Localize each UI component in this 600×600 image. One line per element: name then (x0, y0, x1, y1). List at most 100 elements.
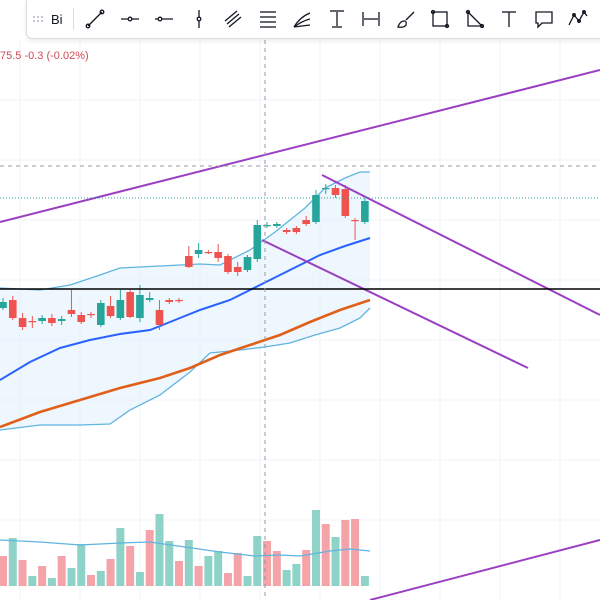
candle-body (361, 201, 369, 222)
volume-bar (96, 571, 105, 586)
toolbar-drag-handle[interactable] (33, 9, 43, 29)
bollinger-lower-line (0, 307, 371, 431)
volume-bar (292, 564, 301, 586)
date-range-tool-button[interactable] (354, 2, 389, 36)
rectangle-tool-button[interactable] (423, 2, 458, 36)
volume-bar (135, 572, 144, 586)
volume-bar (116, 528, 125, 586)
drawing-toolbar: Bi (26, 0, 600, 39)
candle (233, 262, 242, 276)
path-icon (568, 10, 588, 26)
candle (204, 250, 213, 254)
candle (361, 198, 369, 224)
volume-bar (311, 510, 320, 586)
toolbar-label[interactable]: Bi (51, 11, 63, 27)
brush-tool-button[interactable] (389, 2, 424, 36)
moving-averages (0, 237, 371, 429)
parallel-channel-icon (224, 10, 242, 28)
candle-body (302, 220, 310, 224)
candle-body (341, 189, 350, 216)
drawing-objects[interactable] (0, 69, 600, 600)
volume-bar (214, 551, 223, 586)
candle (341, 185, 350, 218)
candle (175, 298, 183, 303)
volume-ma-line (0, 539, 371, 557)
candle-body (273, 224, 281, 226)
channel-upper-line (0, 69, 600, 223)
volume-bar (341, 520, 350, 586)
candle (253, 220, 262, 262)
volume-bar (302, 550, 311, 586)
volume-bar (360, 576, 369, 586)
volume-bar (165, 541, 174, 586)
callout-tool-button[interactable] (527, 2, 562, 36)
candle (116, 290, 125, 320)
fib-fan-icon (293, 12, 311, 28)
volume-bar (67, 568, 76, 586)
candle (28, 316, 37, 328)
volume-bar (253, 536, 262, 586)
volume-bar (272, 551, 281, 586)
descending-trend-line (261, 239, 529, 369)
candle-body (106, 306, 115, 316)
candle-body (0, 302, 7, 308)
vertical-line-tool-button[interactable] (182, 2, 217, 36)
volume-bar (351, 519, 360, 586)
candle (331, 185, 340, 198)
volume-bar (263, 541, 272, 586)
text-tool-button[interactable] (492, 2, 527, 36)
volume-bar (47, 578, 56, 586)
candle (136, 285, 144, 322)
path-tool-button[interactable] (561, 2, 596, 36)
candle-body (38, 318, 46, 321)
candlestick-series (0, 184, 369, 330)
candle-body (253, 225, 262, 259)
candle-body (48, 318, 56, 323)
fib-retracement-tool-button[interactable] (251, 2, 286, 36)
date-range-icon (362, 12, 380, 26)
channel-lower-line (369, 539, 600, 600)
crosshair (0, 40, 600, 600)
horizontal-line-icon (155, 16, 174, 22)
horizontal-line-tool-button[interactable] (147, 2, 182, 36)
callout-icon (535, 11, 553, 29)
candle-body (224, 256, 232, 272)
candle-body (233, 267, 242, 272)
volume-bar (243, 576, 252, 586)
rectangle-icon (431, 9, 450, 29)
trend-line-tool-button[interactable] (78, 2, 113, 36)
volume-bar (223, 573, 232, 586)
candle (263, 222, 271, 228)
candle (106, 296, 115, 318)
candle (282, 228, 291, 234)
triangle-tool-button[interactable] (458, 2, 493, 36)
candle (145, 292, 154, 302)
fib-retracement-icon (259, 11, 276, 28)
candle (57, 316, 66, 325)
price-range-icon (329, 10, 344, 28)
volume-bar (282, 570, 291, 586)
candle-body (8, 300, 17, 318)
volume-bar (57, 556, 66, 586)
candle (292, 226, 301, 234)
volume-bar (321, 524, 330, 586)
volume-bar (18, 560, 27, 586)
triangle-icon (465, 9, 484, 29)
volume-bar (0, 556, 7, 586)
horizontal-ray-tool-button[interactable] (113, 2, 148, 36)
parallel-channel-tool-button[interactable] (216, 2, 251, 36)
candle (48, 314, 56, 326)
candle-body (204, 252, 213, 254)
candle-body (185, 256, 193, 267)
candle-body (28, 321, 37, 323)
candle-body (194, 250, 203, 254)
candle (126, 290, 134, 318)
bollinger-fill (0, 172, 370, 430)
resistance-trend-line (321, 174, 600, 316)
fib-fan-tool-button[interactable] (285, 2, 320, 36)
candle-body (77, 315, 86, 322)
price-range-tool-button[interactable] (320, 2, 355, 36)
volume-bar (8, 538, 17, 586)
candle (243, 255, 252, 272)
